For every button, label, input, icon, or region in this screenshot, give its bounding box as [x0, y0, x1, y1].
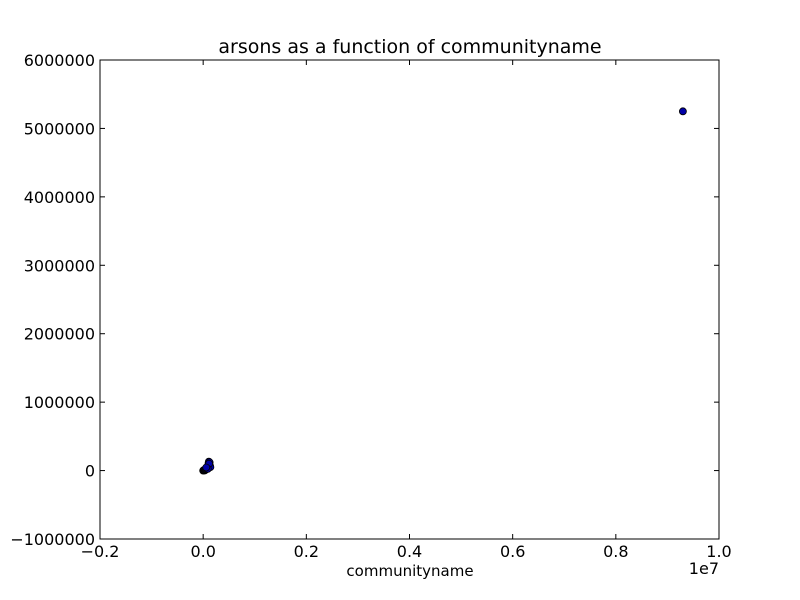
- x-tick-label: 0.8: [603, 542, 628, 561]
- data-points: [199, 107, 687, 475]
- y-tick-label: 5000000: [24, 119, 95, 138]
- y-tick-label: 4000000: [24, 188, 95, 207]
- y-tick-label: 0: [85, 462, 95, 481]
- y-tick-label: −1000000: [10, 530, 95, 549]
- y-tick-label: 3000000: [24, 256, 95, 275]
- x-tick-label: 0.4: [397, 542, 422, 561]
- plot-frame: [99, 59, 720, 540]
- x-tick-label: 1.0: [706, 542, 731, 561]
- y-tick-label: 2000000: [24, 325, 95, 344]
- y-tick-label: 1000000: [24, 393, 95, 412]
- x-tick-label: 0.0: [190, 542, 215, 561]
- x-tick-label: 0.2: [294, 542, 319, 561]
- data-point: [202, 463, 211, 472]
- x-offset-label: 1e7: [689, 559, 719, 578]
- data-point: [678, 107, 687, 116]
- axis-ticks: −0.2 0.0 0.2 0.4 0.6 0.8 1.0 −1000000 0 1000000 20…: [10, 51, 731, 561]
- x-tick-label: −0.2: [81, 542, 120, 561]
- chart-title: arsons as a function of communityname: [218, 36, 601, 58]
- x-tick-label: 0.6: [500, 542, 525, 561]
- x-axis-label: communityname: [346, 562, 473, 580]
- y-tick-label: 6000000: [24, 51, 95, 70]
